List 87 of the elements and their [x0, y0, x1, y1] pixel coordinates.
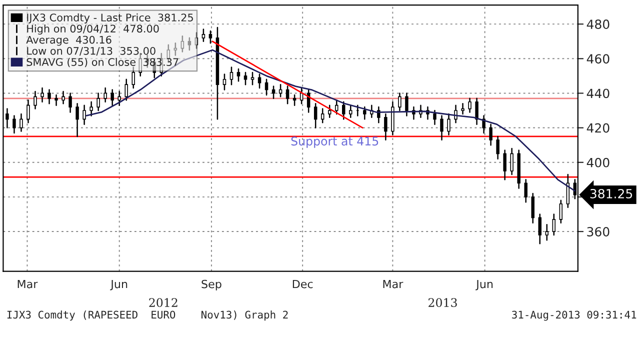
candlestick [118, 90, 121, 106]
candlestick [328, 104, 332, 118]
candlestick [62, 90, 65, 104]
candlestick [384, 113, 388, 141]
candlestick [208, 30, 212, 44]
candlestick [258, 74, 262, 89]
candlestick [194, 32, 198, 49]
y-tick-label: 440 [586, 88, 610, 98]
candlestick [124, 78, 128, 101]
candlestick [538, 214, 542, 244]
text: 2012 [149, 298, 178, 308]
candlestick [34, 90, 37, 110]
candlestick [76, 102, 79, 138]
candlestick [468, 98, 472, 113]
candlestick [489, 124, 492, 146]
candlestick [90, 101, 93, 116]
candlestick [26, 100, 30, 124]
candlestick [320, 108, 324, 124]
candlestick [96, 92, 100, 112]
x-tick-label: Dec [292, 280, 313, 288]
candlestick [363, 106, 366, 120]
candlestick [272, 86, 276, 100]
candlestick [202, 28, 206, 42]
candlestick [174, 42, 178, 56]
candlestick [278, 84, 282, 98]
candlestick [461, 102, 464, 115]
candlestick [12, 115, 16, 134]
candlestick [440, 115, 444, 141]
candlestick [510, 148, 514, 176]
candlestick [286, 86, 290, 104]
y-tick-label: 420 [586, 123, 610, 133]
candlestick [314, 102, 318, 128]
candlestick [104, 87, 107, 102]
annotation: Average 430.16 [26, 36, 112, 46]
candlestick [433, 110, 436, 125]
candlestick [503, 150, 506, 180]
x-tick-label: Mar [383, 280, 404, 288]
legend-label: SMAVG (55) on Close 383.37 [26, 58, 178, 68]
legend-label: IJX3 Comdty - Last Price 381.25 [27, 13, 193, 24]
annotation: High on 09/04/12 478.00 [27, 24, 159, 35]
candlestick [475, 98, 478, 125]
candlestick [244, 72, 248, 86]
candlestick [222, 74, 226, 90]
candlestick [264, 78, 268, 96]
candlestick [54, 94, 58, 106]
y-tick-label: 460 [586, 54, 610, 64]
candlestick [447, 113, 450, 136]
candlestick [82, 104, 86, 125]
x-tick-label: Jun [110, 280, 128, 290]
candlestick [377, 106, 380, 124]
text: 31-Aug-2013 09:31:41 [512, 310, 636, 321]
candlestick [250, 72, 254, 86]
candlestick [398, 92, 402, 112]
candlestick [531, 192, 534, 224]
text: 2013 [428, 298, 457, 308]
candlestick [292, 94, 296, 106]
y-tick-label: 400 [586, 158, 610, 168]
candlestick [349, 104, 352, 118]
candlestick [342, 101, 346, 120]
candlestick [236, 68, 240, 82]
x-tick-label: Mar [18, 280, 38, 288]
annotation: Low on 07/31/13 353.00 [27, 46, 156, 56]
y-tick-label: 360 [587, 226, 610, 236]
candlestick [545, 224, 549, 241]
candlestick [559, 200, 563, 224]
candlestick [482, 115, 486, 134]
candlestick [454, 104, 458, 124]
candlestick [48, 89, 51, 104]
ref-line-label: Support at 415 [291, 136, 378, 148]
candlestick [110, 89, 114, 106]
candlestick [188, 37, 192, 51]
candlestick [524, 179, 528, 203]
candlestick [68, 92, 72, 113]
candlestick [334, 100, 338, 115]
x-tick-label: Jun [476, 280, 493, 290]
candlestick [132, 66, 135, 89]
candlestick [405, 92, 408, 116]
y-tick-label: 480 [586, 20, 610, 29]
candlestick [40, 87, 44, 102]
annotation: 381.25 [590, 188, 632, 198]
candlestick [180, 36, 184, 52]
candlestick [20, 113, 23, 132]
text: IJX3 Comdty (RAPESEED EURO Nov13) Graph 2 [7, 310, 288, 321]
candlestick [496, 136, 500, 160]
candlestick [552, 214, 556, 236]
candlestick [230, 66, 234, 86]
x-tick-label: Sep [202, 280, 222, 290]
